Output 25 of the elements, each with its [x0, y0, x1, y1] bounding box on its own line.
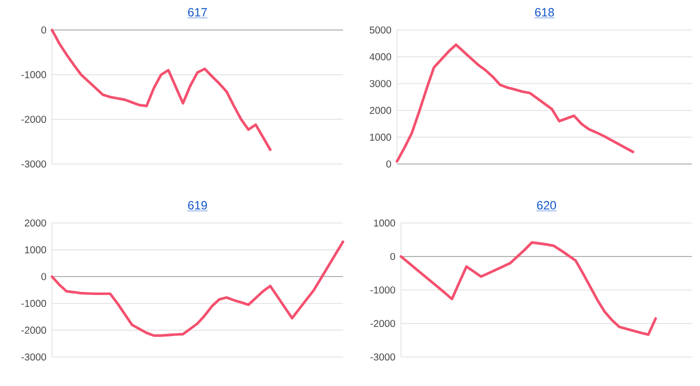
chart-title: 620	[537, 201, 556, 210]
y-tick-label: -3000	[21, 353, 46, 361]
chart-title: 618	[535, 8, 554, 17]
y-tick-label: -2000	[370, 320, 396, 328]
y-tick-label: -2000	[21, 116, 46, 123]
y-tick-label: -1000	[21, 300, 46, 307]
y-tick-label: 0	[41, 273, 46, 280]
y-tick-label: 1000	[370, 134, 392, 141]
y-tick-label: 3000	[370, 80, 392, 88]
y-tick-label: 0	[390, 252, 396, 260]
y-tick-label: 2000	[24, 219, 46, 227]
y-tick-label: 1000	[25, 246, 46, 254]
chart-title: 617	[188, 8, 207, 17]
y-tick-label: 0	[41, 26, 46, 34]
chart-title: 619	[188, 201, 207, 210]
y-tick-label: -3000	[21, 160, 46, 168]
y-tick-label: -2000	[21, 326, 46, 334]
y-tick-label: -1000	[370, 286, 396, 294]
y-tick-label: 2000	[370, 106, 392, 114]
y-tick-label: 0	[386, 160, 392, 168]
y-tick-label: -1000	[21, 71, 46, 78]
y-tick-label: 4000	[370, 53, 392, 60]
y-tick-label: 1000	[374, 219, 396, 227]
y-tick-label: -3000	[370, 353, 396, 361]
y-tick-label: 5000	[370, 26, 392, 34]
